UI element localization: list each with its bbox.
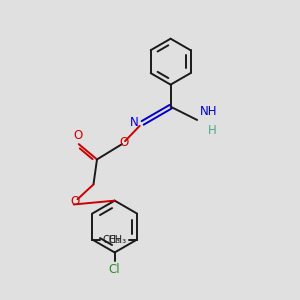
Text: O: O xyxy=(119,136,128,149)
Text: CH₃: CH₃ xyxy=(103,235,121,244)
Text: O: O xyxy=(70,195,80,208)
Text: H: H xyxy=(208,124,217,137)
Text: Cl: Cl xyxy=(109,263,121,276)
Text: NH: NH xyxy=(200,105,217,118)
Text: N: N xyxy=(130,116,138,129)
Text: O: O xyxy=(73,129,82,142)
Text: CH₃: CH₃ xyxy=(109,235,127,244)
